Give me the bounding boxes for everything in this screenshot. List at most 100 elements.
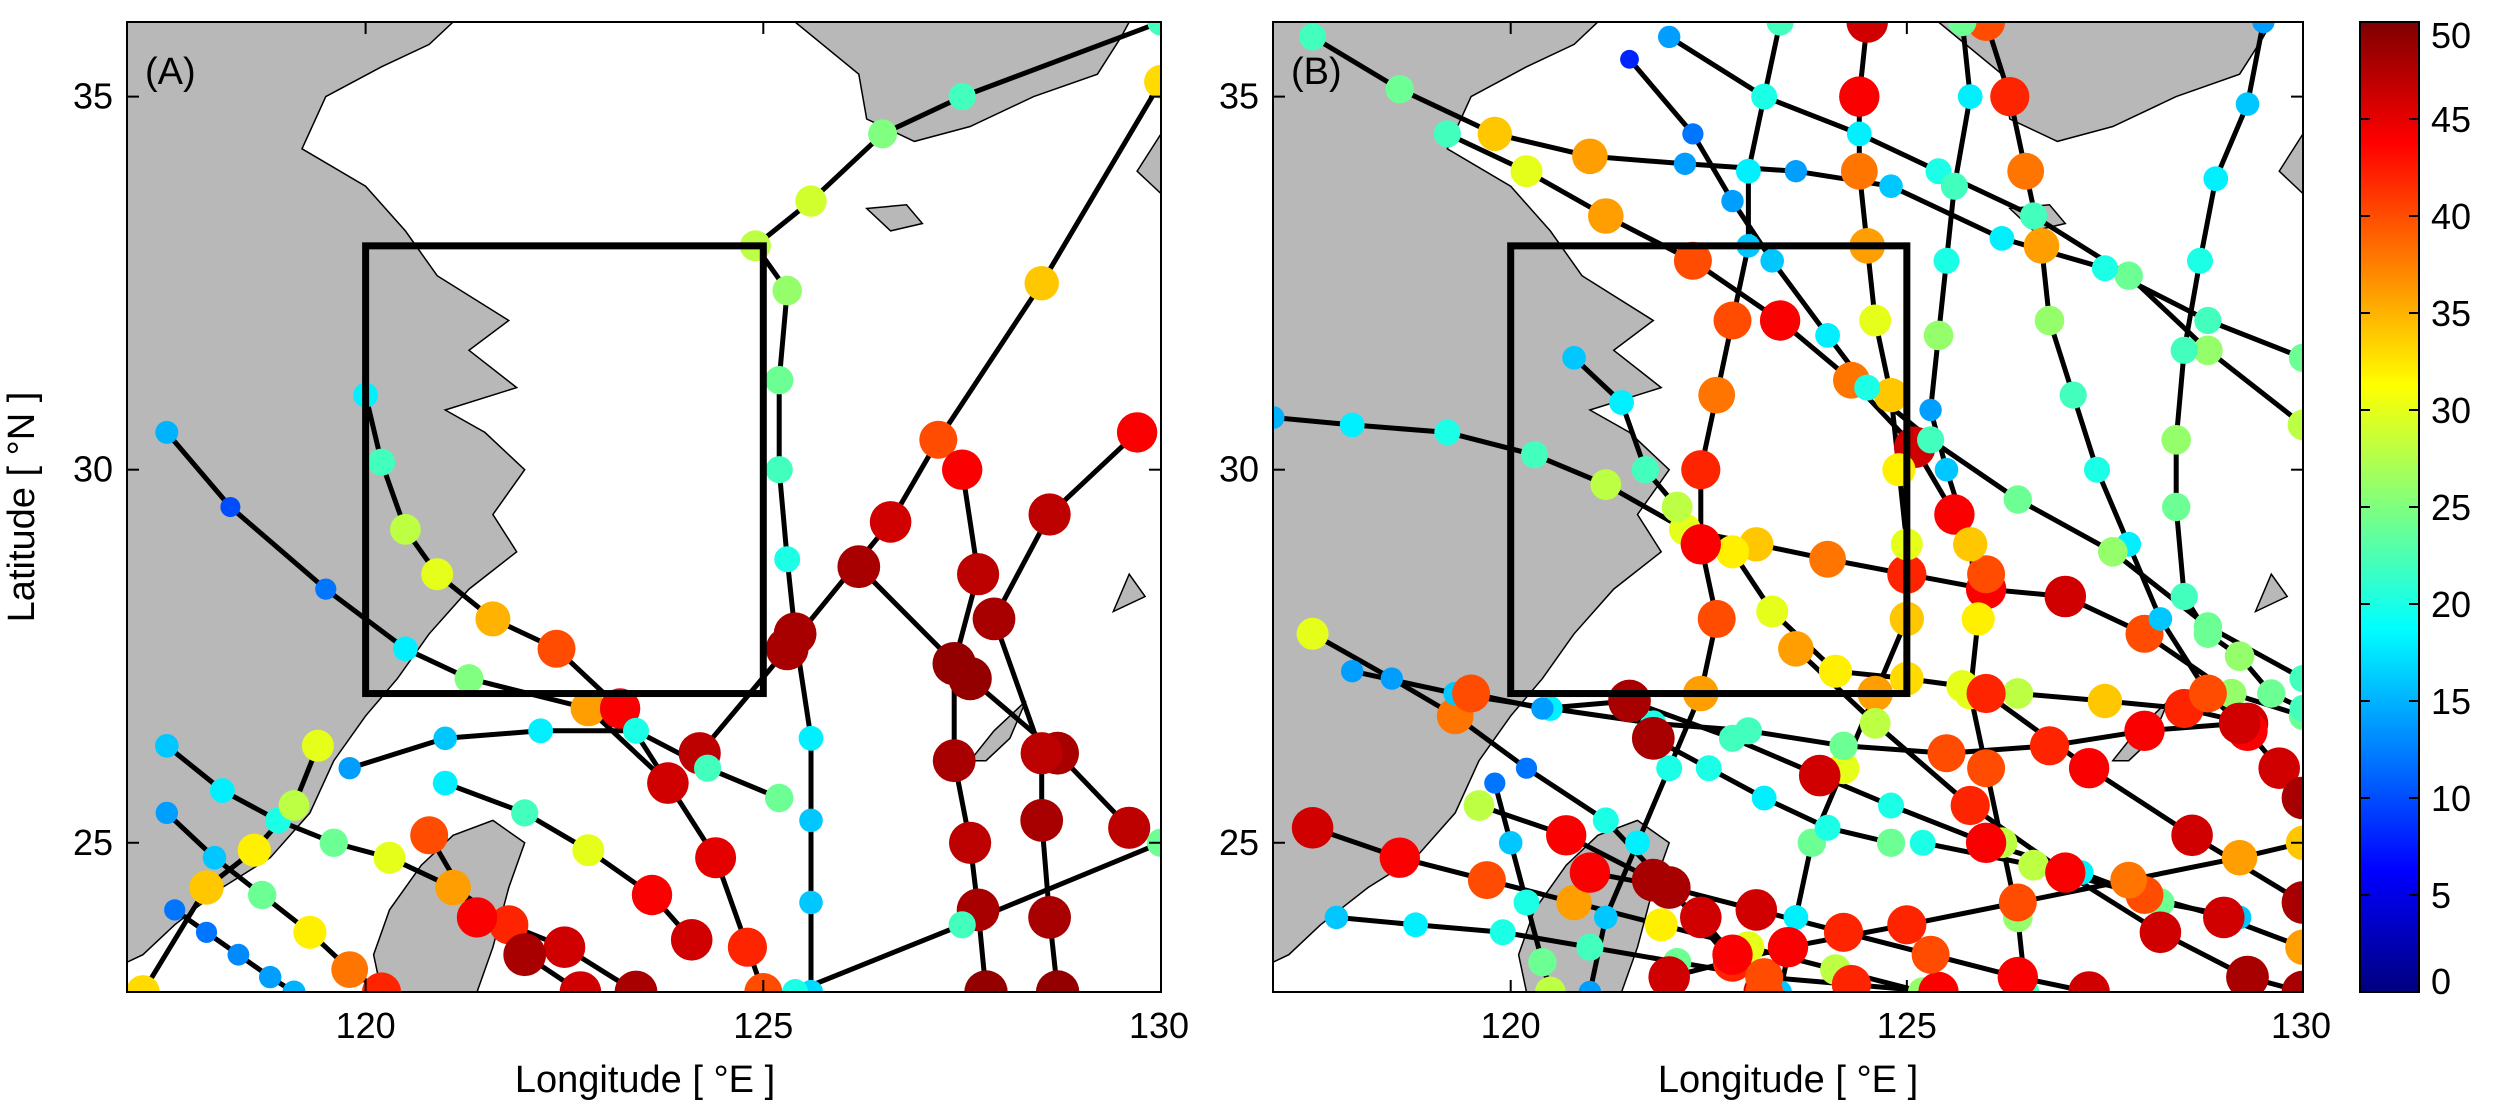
colorbar-tick-label: 50: [2431, 15, 2471, 56]
panel-b-data-point: [1927, 734, 1966, 773]
panel-a-data-point: [390, 514, 421, 545]
panel-a-data-point: [869, 501, 912, 543]
panel-b-data-point: [2203, 166, 2229, 192]
panel-b-data-point: [1433, 120, 1461, 148]
panel-b-data-point: [1463, 790, 1495, 821]
panel-b-data-point: [1846, 121, 1872, 147]
panel-a-data-point: [315, 578, 337, 600]
panel-b-data-point: [1498, 831, 1523, 855]
panel-b-data-point: [1879, 174, 1903, 198]
panel-b-data-point: [2003, 485, 2033, 514]
panel-a-data-point: [155, 420, 179, 444]
panel-b-y-tick-label: 25: [1219, 822, 1259, 863]
panel-b-data-point: [1403, 912, 1428, 938]
panel-a-data-point: [799, 808, 823, 833]
panel-a-data-point: [511, 799, 539, 827]
panel-b-data-point: [1513, 889, 1540, 916]
panel-b-data-point: [1934, 494, 1975, 535]
panel-b-data-point: [2224, 641, 2255, 671]
panel-b-data-point: [1876, 828, 1906, 857]
panel-b-data-point: [1695, 755, 1722, 782]
panel-a-data-point: [528, 718, 553, 744]
panel-a-data-point: [1035, 970, 1080, 992]
panel-b-data-point: [1608, 679, 1651, 723]
panel-b-data-point: [2084, 456, 2110, 483]
panel-b-data-point: [1489, 919, 1516, 946]
y-axis-title: Latitude [ °N ]: [1, 392, 43, 623]
panel-b-data-point: [2285, 929, 2303, 965]
panel-b-data-point: [2281, 970, 2303, 992]
panel-b-study-box: [1507, 242, 1911, 698]
panel-a-data-point: [435, 869, 471, 906]
colorbar-tick-label: 10: [2431, 778, 2471, 819]
panel-a-data-point: [433, 726, 458, 751]
panel-a-data-point: [772, 275, 802, 306]
panel-b-data-point: [1745, 958, 1784, 992]
panel-b-data-point: [1751, 83, 1778, 110]
panel-b-land-shape: [2278, 132, 2303, 195]
panel-b-data-point: [1273, 406, 1285, 429]
panel-b-data-point: [1609, 390, 1634, 415]
panel-b-data-point: [2162, 492, 2191, 522]
panel-b-data-point: [1859, 304, 1892, 337]
panel-b-data-point: [1592, 807, 1619, 834]
panel-b-data-point: [2110, 861, 2148, 899]
panel-b-data-point: [1814, 814, 1841, 841]
panel-b-data-point: [1631, 456, 1659, 484]
panel-a-data-point: [475, 601, 511, 637]
panel-a-data-point: [623, 717, 649, 744]
panel-b-data-point: [2194, 306, 2222, 335]
panel-a-y-tick-label: 30: [73, 449, 113, 490]
panel-b-data-point: [1831, 964, 1871, 992]
colorbar: 0 5 10 15 20 25 30 35 40 45 50: [2359, 15, 2471, 1002]
panel-b-data-point: [1882, 453, 1916, 487]
panel-b-data-point: [1878, 792, 1904, 819]
panel-a-data-point: [1020, 799, 1064, 842]
colorbar-tick-label: 5: [2431, 875, 2451, 916]
panel-b-data-point: [1380, 667, 1404, 690]
panel-b-data-point: [2257, 679, 2286, 708]
panel-b-points: [1273, 22, 2303, 992]
panel-a-data-point: [765, 366, 794, 395]
panel-b-data-point: [1477, 116, 1513, 152]
panel-b-x-tick-label: 130: [2271, 1005, 2331, 1046]
panel-b-data-point: [1760, 248, 1784, 273]
panel-b-data-point: [2124, 710, 2165, 751]
panel-b-data-point: [2068, 748, 2110, 789]
panel-a-data-point: [695, 837, 737, 879]
panel-b-data-point: [1590, 469, 1622, 500]
panel-b-data-point: [2002, 678, 2034, 709]
panel-b-data-point: [1515, 757, 1538, 779]
panel-a-data-point: [278, 790, 310, 821]
panel-a-data-point: [670, 919, 713, 961]
panel-b-data-point: [1967, 22, 2006, 41]
panel-b-data-point: [1917, 426, 1945, 454]
panel-b-data-point: [2188, 674, 2227, 713]
panel-b-data-point: [1324, 905, 1349, 930]
panel-b-data-point: [1967, 555, 2006, 594]
colorbar-tick-label: 30: [2431, 390, 2471, 431]
colorbar-tick-label: 0: [2431, 961, 2451, 1002]
panel-b-data-point: [1839, 76, 1880, 117]
panel-b-data-point: [2020, 202, 2048, 230]
panel-a-data-point: [1116, 412, 1158, 453]
panel-b-data-point: [2287, 409, 2303, 441]
panel-a-data-point: [948, 83, 976, 111]
panel-a-data-point: [195, 921, 218, 943]
panel-b-data-point: [2029, 726, 2070, 766]
panel-b-data-point: [1784, 160, 1808, 183]
panel-b-data-point: [2193, 335, 2223, 366]
panel-a-data-point: [410, 816, 449, 855]
panel-b-data-point: [1673, 241, 1712, 280]
panel-a-data-point: [795, 185, 827, 217]
panel-b-data-point: [1625, 830, 1650, 856]
panel-b-data-point: [1647, 866, 1691, 909]
panel-b-data-point: [1751, 785, 1777, 811]
panel-a-data-point: [799, 890, 823, 915]
panel-a-land-shape: [372, 819, 526, 992]
panel-a-x-tick-label: 130: [1129, 1005, 1189, 1046]
panel-b-land-shape: [2254, 572, 2289, 614]
panel-b-data-point: [1296, 617, 1329, 650]
panel-b-data-point: [2281, 881, 2303, 924]
panel-a-data-point: [421, 558, 454, 591]
